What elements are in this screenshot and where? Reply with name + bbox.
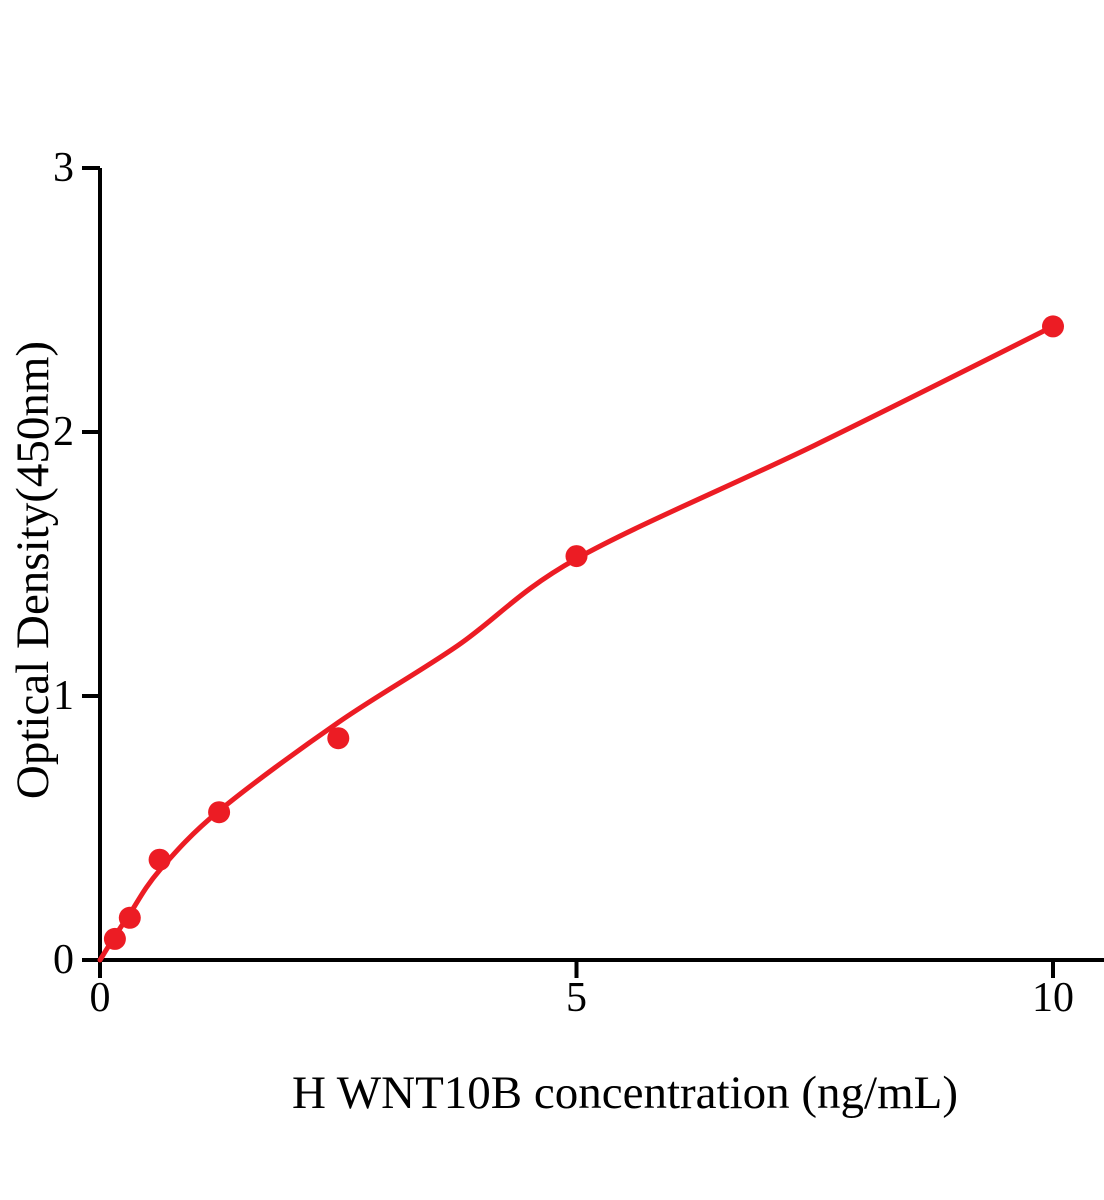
data-point-10 <box>1042 315 1064 338</box>
data-point-0.156 <box>103 927 126 950</box>
plot-area <box>97 315 1064 963</box>
axis-ticks <box>82 166 1055 978</box>
fit-curve-line <box>97 323 1056 963</box>
data-point-0.313 <box>118 906 141 929</box>
data-point-2.5 <box>327 727 350 750</box>
x-axis-title: H WNT10B concentration (ng/mL) <box>292 1067 958 1119</box>
y-axis-title: Optical Density(450nm) <box>7 341 59 799</box>
x-tick-label-0: 0 <box>90 975 111 1021</box>
data-point-5 <box>565 545 588 568</box>
axes <box>98 168 1104 962</box>
y-tick-label-0: 0 <box>53 937 74 983</box>
y-tick-label-1: 1 <box>53 673 74 719</box>
y-tick-label-3: 3 <box>53 145 74 191</box>
data-point-0.625 <box>148 848 171 871</box>
x-tick-label-10: 10 <box>1032 975 1074 1021</box>
axis-tick-labels: 0 1 2 3 0 5 10 <box>53 145 1074 1021</box>
x-tick-label-5: 5 <box>566 975 587 1021</box>
y-tick-label-2: 2 <box>53 409 74 455</box>
data-point-1.25 <box>208 801 231 824</box>
